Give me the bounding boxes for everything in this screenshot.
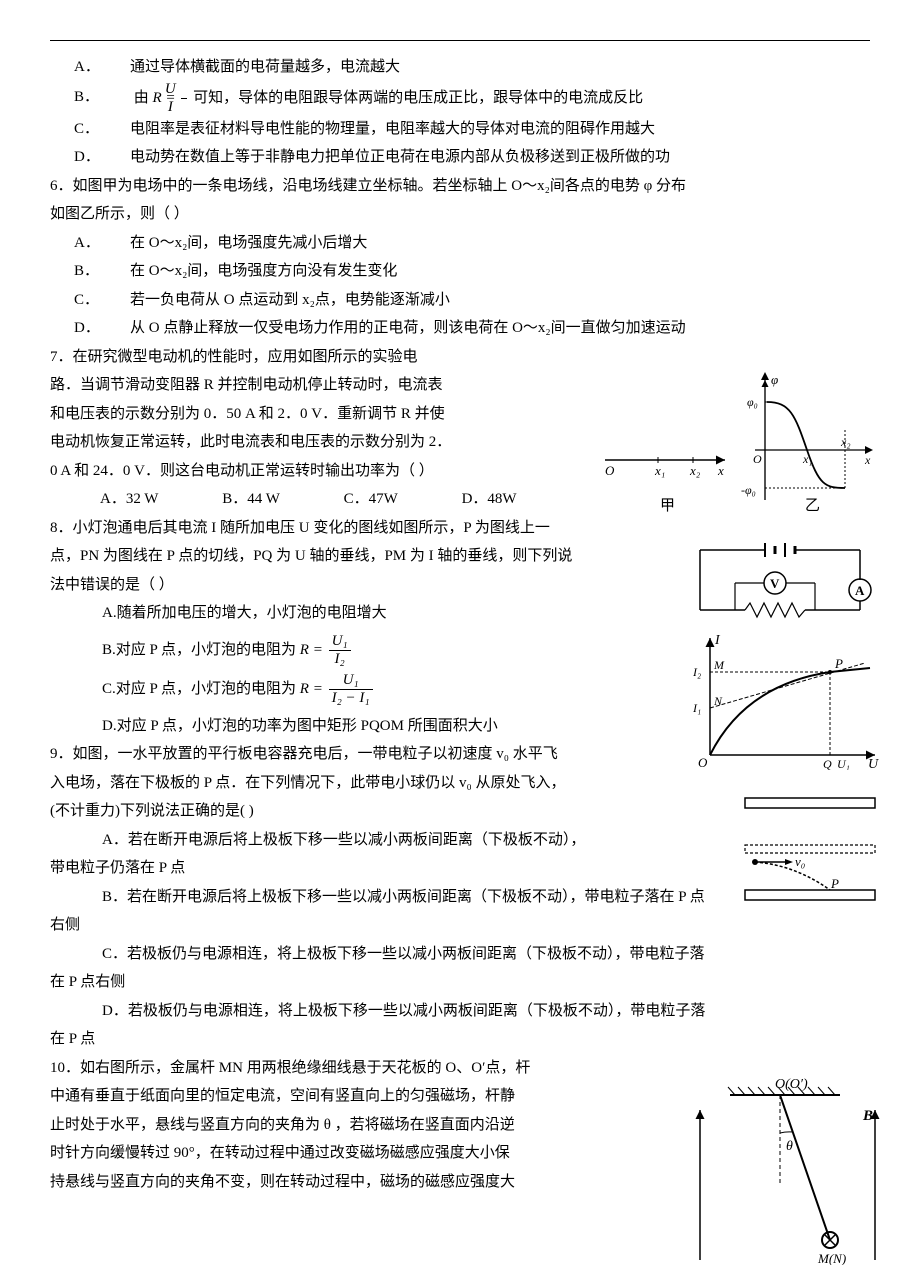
q10-svg: O(O′) θ M(N) B: [680, 1075, 890, 1265]
svg-text:φ: φ: [771, 372, 778, 387]
top-rule: [50, 40, 870, 41]
q7-figure: O x₁ x₂ x 甲 φ φ₀ -φ₀ O x₁ x₂ x 乙: [600, 370, 880, 531]
svg-text:O: O: [753, 452, 762, 466]
svg-text:I: I: [714, 633, 721, 648]
q6-stem-2: 如图乙所示，则（ ）: [50, 200, 870, 229]
q9-opt-a1: A．若在断开电源后将上极板下移一些以减小两板间距离（下极板不动），: [50, 826, 650, 855]
q7-stem-5: 0 A 和 24．0 V．则这台电动机正常运转时输出功率为（ ）: [50, 457, 610, 486]
q7-opt-b: B．44 W: [222, 485, 280, 514]
q9-opt-d1: D．若极板仍与电源相连，将上极板下移一些以减小两板间距离（下极板不动），带电粒子…: [50, 997, 870, 1026]
svg-text:M: M: [713, 658, 725, 672]
svg-text:P: P: [830, 876, 839, 891]
q5-opt-b: B． 由 R = UI 可知，导体的电阻跟导体两端的电压成正比，跟导体中的电流成…: [50, 82, 870, 115]
svg-text:Q: Q: [823, 757, 832, 770]
q6-stem-1: 6．如图甲为电场中的一条电场线，沿电场线建立坐标轴。若坐标轴上 O～x₂间各点的…: [50, 172, 870, 201]
q7-svg: O x₁ x₂ x 甲 φ φ₀ -φ₀ O x₁ x₂ x 乙: [600, 370, 880, 520]
q7-stem-4: 电动机恢复正常运转，此时电流表和电压表的示数分别为 2．: [50, 428, 610, 457]
svg-text:x: x: [717, 463, 724, 478]
svg-text:v₀: v₀: [795, 854, 805, 869]
svg-text:甲: 甲: [660, 498, 675, 514]
svg-text:-φ₀: -φ₀: [741, 483, 756, 497]
q6-opt-b: B．在 O～x₂间，电场强度方向没有发生变化: [50, 257, 870, 286]
q9-stem-1: 9．如图，一水平放置的平行板电容器充电后，一带电粒子以初速度 v₀ 水平飞: [50, 740, 650, 769]
q9-opt-d2: 在 P 点: [50, 1025, 870, 1054]
svg-text:O: O: [698, 755, 708, 770]
svg-text:x₂: x₂: [689, 463, 701, 478]
q10-stem-5: 持悬线与竖直方向的夹角不变，则在转动过程中，磁场的磁感应强度大: [50, 1168, 590, 1197]
q7-stem-1: 7．在研究微型电动机的性能时，应用如图所示的实验电: [50, 343, 610, 372]
iu-graph-svg: I U O P I₂ M I₁ N Q U₁: [685, 630, 885, 770]
q9-opt-c1: C．若极板仍与电源相连，将上极板下移一些以减小两板间距离（下极板不动），带电粒子…: [50, 940, 870, 969]
svg-text:M(N): M(N): [817, 1251, 846, 1265]
q5-opt-d: D．电动势在数值上等于非静电力把单位正电荷在电源内部从负极移送到正极所做的功: [50, 143, 870, 172]
q7-opt-a: A．32 W: [100, 485, 158, 514]
q8-stem-2: 点，PN 为图线在 P 点的切线，PQ 为 U 轴的垂线，PM 为 I 轴的垂线…: [50, 542, 650, 571]
q10-stem-3: 止时处于水平，悬线与竖直方向的夹角为 θ ，若将磁场在竖直面内沿逆: [50, 1111, 590, 1140]
q7-stem-2: 路．当调节滑动变阻器 R 并控制电动机停止转动时，电流表: [50, 371, 610, 400]
q5-c-text: 电阻率是表征材料导电性能的物理量，电阻率越大的导体对电流的阻碍作用越大: [130, 121, 655, 137]
svg-text:B: B: [862, 1108, 873, 1124]
circuit-svg: A V: [685, 535, 885, 625]
svg-text:φ₀: φ₀: [747, 395, 758, 409]
q6-opt-a: A．在 O～x₂间，电场强度先减小后增大: [50, 229, 870, 258]
svg-text:乙: 乙: [805, 498, 820, 514]
q10-figure: O(O′) θ M(N) B: [680, 1075, 890, 1276]
svg-text:U: U: [868, 757, 879, 770]
q10-stem-1: 10．如右图所示，金属杆 MN 用两根绝缘细线悬于天花板的 O、O′点，杆: [50, 1054, 590, 1083]
q8-stem-1: 8．小灯泡通电后其电流 I 随所加电压 U 变化的图线如图所示，P 为图线上一: [50, 514, 650, 543]
q5-b-pre: 由: [134, 89, 149, 105]
q8-stem-3: 法中错误的是（ ）: [50, 571, 650, 600]
q9-stem-3: (不计重力)下列说法正确的是( ): [50, 797, 650, 826]
q6-opt-c: C．若一负电荷从 O 点运动到 x₂点，电势能逐渐减小: [50, 286, 870, 315]
q5-d-text: 电动势在数值上等于非静电力把单位正电荷在电源内部从负极移送到正极所做的功: [130, 149, 670, 165]
svg-text:I₁: I₁: [692, 701, 701, 715]
svg-text:x: x: [864, 453, 871, 467]
q7-stem-3: 和电压表的示数分别为 0．50 A 和 2．0 V．重新调节 R 并使: [50, 400, 610, 429]
q7-opt-c: C．47W: [344, 485, 398, 514]
svg-text:O: O: [605, 463, 615, 478]
capacitor-svg: v₀ P: [735, 790, 885, 910]
q5-opt-c: C．电阻率是表征材料导电性能的物理量，电阻率越大的导体对电流的阻碍作用越大: [50, 115, 870, 144]
q9-figure: v₀ P: [735, 790, 885, 921]
svg-text:θ: θ: [786, 1139, 793, 1154]
svg-text:O(O′): O(O′): [775, 1077, 808, 1092]
q9-stem-2: 入电场，落在下极板的 P 点．在下列情况下，此带电小球仍以 v₀ 从原处飞入，: [50, 769, 650, 798]
q7-opt-d: D．48W: [462, 485, 517, 514]
svg-text:A: A: [855, 583, 865, 598]
svg-text:P: P: [834, 656, 843, 671]
q10-stem-4: 时针方向缓慢转过 90°，在转动过程中通过改变磁场磁感应强度大小保: [50, 1139, 590, 1168]
q9-opt-c2: 在 P 点右侧: [50, 968, 870, 997]
q5-b-frac: UI: [181, 82, 187, 115]
q8-graph: I U O P I₂ M I₁ N Q U₁: [685, 630, 885, 781]
q10-stem-2: 中通有垂直于纸面向里的恒定电流，空间有竖直向上的匀强磁场，杆静: [50, 1082, 590, 1111]
q5-a-text: 通过导体横截面的电荷量越多，电流越大: [130, 59, 400, 75]
q8-circuit: A V: [685, 535, 885, 636]
q6-opt-d: D．从 O 点静止释放一仅受电场力作用的正电荷，则该电荷在 O～x₂间一直做匀加…: [50, 314, 870, 343]
q5-b-post: 可知，导体的电阻跟导体两端的电压成正比，跟导体中的电流成反比: [193, 89, 643, 105]
svg-text:x₁: x₁: [654, 463, 665, 478]
svg-text:I₂: I₂: [692, 665, 701, 679]
svg-text:U₁: U₁: [837, 757, 850, 770]
svg-text:N: N: [713, 694, 723, 708]
svg-text:V: V: [770, 576, 780, 591]
q5-opt-a: A．通过导体横截面的电荷量越多，电流越大: [50, 53, 870, 82]
